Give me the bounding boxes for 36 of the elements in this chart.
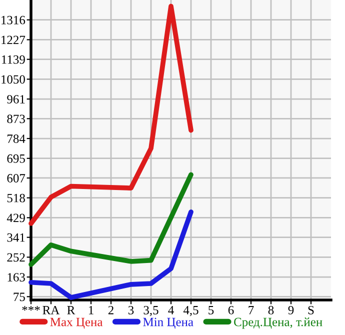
x-tick-label: 1 xyxy=(88,306,94,314)
x-tick-label: 3,5 xyxy=(144,306,158,316)
legend-label: Min Цена xyxy=(143,318,194,329)
y-tick-label: 607 xyxy=(7,174,26,182)
y-tick-label: 1139 xyxy=(2,55,25,64)
y-tick-label: 695 xyxy=(7,154,25,163)
legend-label: Max Цена xyxy=(50,318,103,329)
x-tick-label: 8 xyxy=(268,306,274,314)
x-tick-label: 3 xyxy=(128,306,134,314)
x-tick-label: 9 xyxy=(288,306,294,314)
x-tick-label: 2 xyxy=(108,306,114,314)
y-tick-label: 163 xyxy=(8,273,25,282)
x-tick-label: 7 xyxy=(248,306,254,314)
x-tick-label: 4,5 xyxy=(183,306,198,316)
x-tick-label: R xyxy=(67,306,76,314)
y-tick-label: 75 xyxy=(14,292,25,302)
y-tick-label: 341 xyxy=(7,233,25,242)
y-tick-label: 1316 xyxy=(2,16,26,24)
x-tick-label: 6 xyxy=(228,306,234,314)
y-tick-label: 784 xyxy=(8,134,26,143)
line-series xyxy=(28,209,194,300)
x-tick-label: S xyxy=(308,306,314,314)
y-tick-label: 1050 xyxy=(2,75,25,84)
y-tick-label: 518 xyxy=(7,194,25,202)
x-tick-label: 5 xyxy=(208,306,214,314)
line-series xyxy=(28,172,194,267)
line-series xyxy=(28,4,194,226)
y-tick-label: 252 xyxy=(7,253,25,262)
y-tick-label: 961 xyxy=(7,95,25,104)
legend-label: Сред.Цена, т.йен xyxy=(234,318,322,329)
y-tick-label: 429 xyxy=(6,214,25,222)
x-tick-label: *** xyxy=(22,306,40,311)
y-tick-label: 873 xyxy=(7,114,25,124)
x-tick-label: 4 xyxy=(168,306,174,314)
x-tick-label: RA xyxy=(42,306,60,314)
y-tick-label: 1227 xyxy=(2,36,26,44)
